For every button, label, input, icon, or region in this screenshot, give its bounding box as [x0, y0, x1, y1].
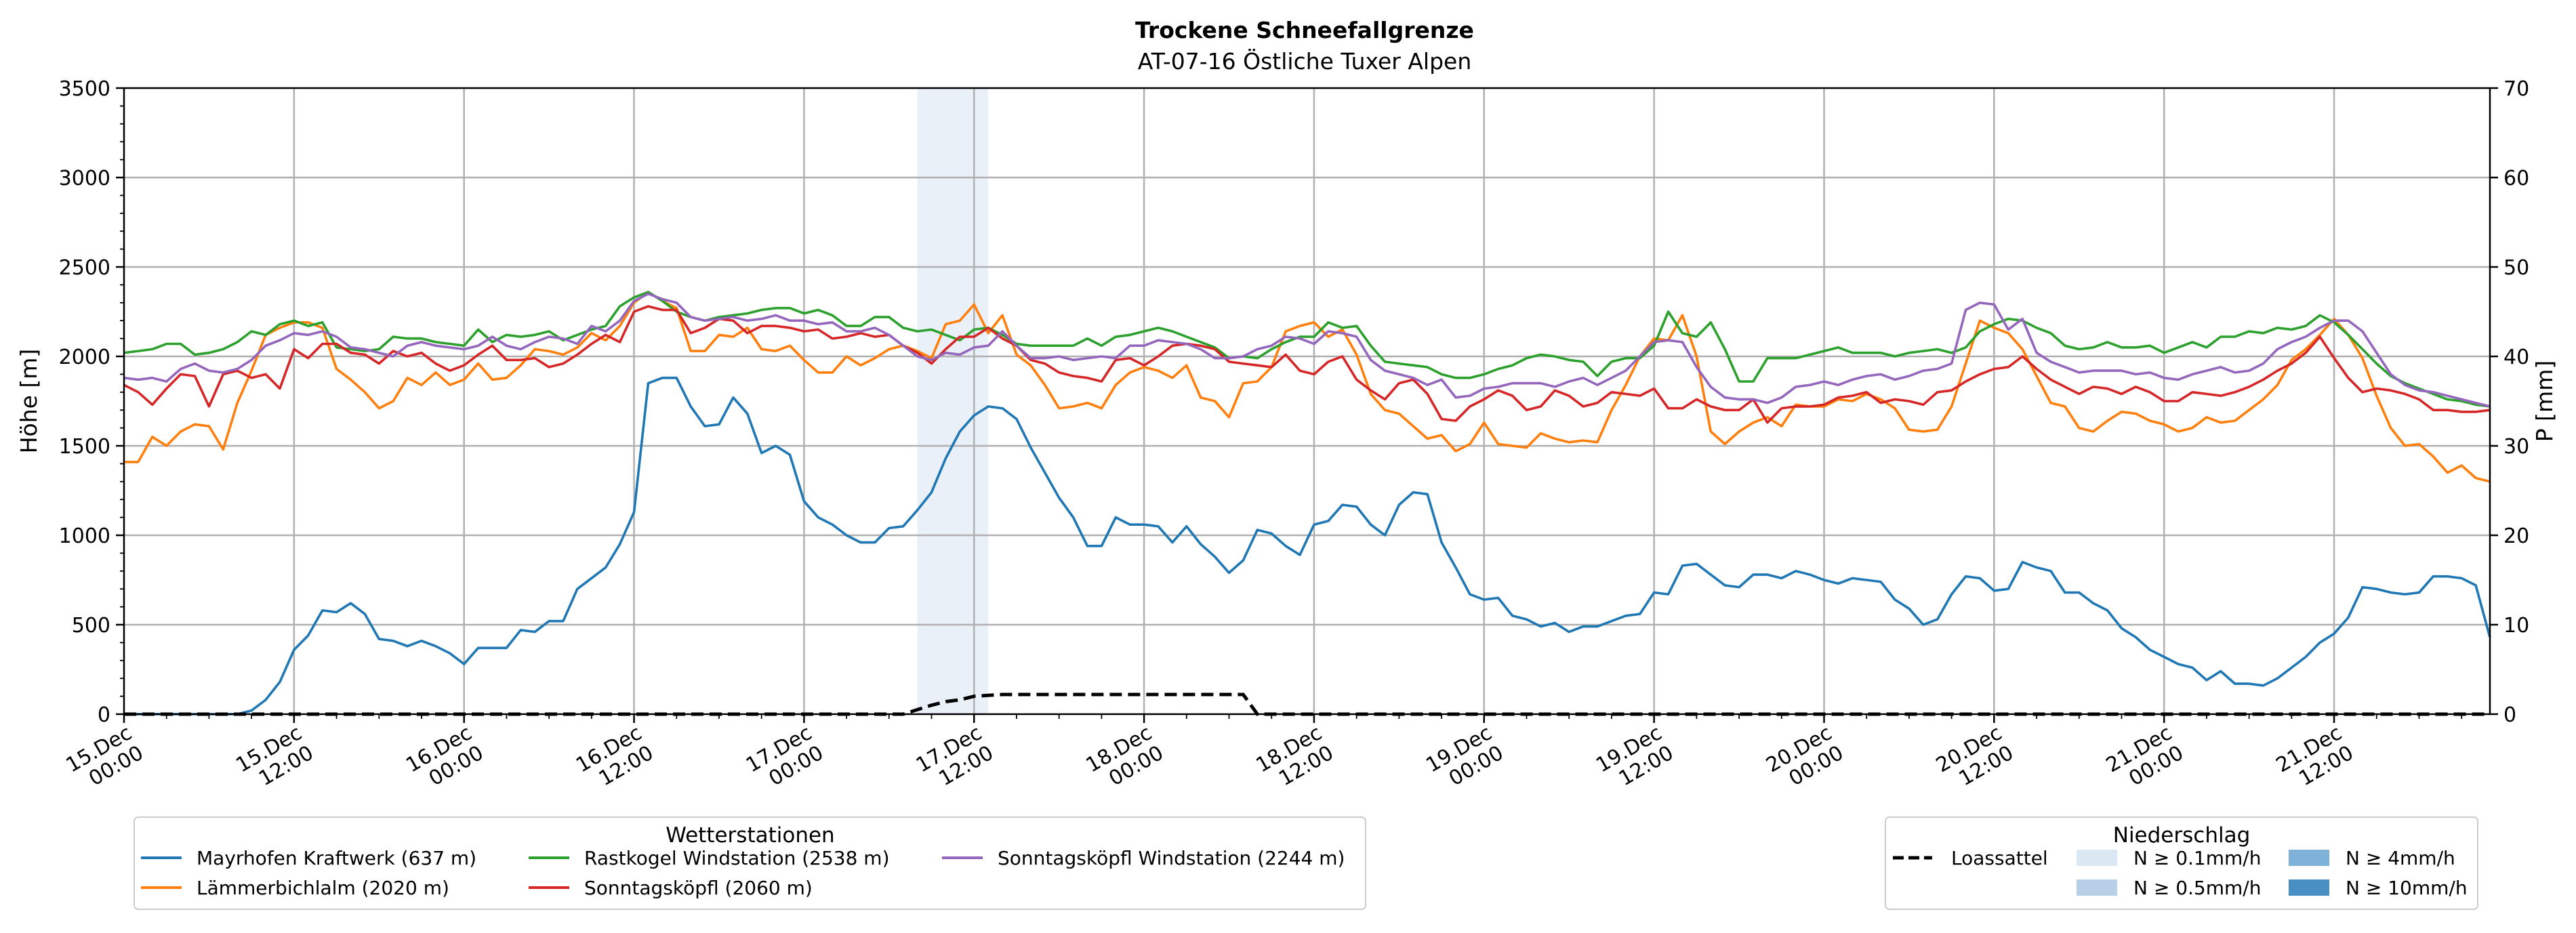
series-line-2	[123, 291, 2491, 408]
y-tick-label: 1000	[59, 524, 110, 548]
y-right-tick-label: 40	[2503, 346, 2529, 369]
chart-title: Trockene Schneefallgrenze	[1135, 17, 1474, 43]
y-right-tick-label: 20	[2503, 524, 2529, 548]
series-layer	[123, 291, 2491, 716]
loassattel-line	[124, 692, 2490, 716]
legend-label: Mayrhofen Kraftwerk (637 m)	[197, 847, 476, 869]
y-tick-label: 500	[72, 614, 110, 638]
legend-swatch-patch	[2077, 850, 2117, 866]
y-right-tick-label: 0	[2503, 703, 2516, 727]
legend-stations-items: Mayrhofen Kraftwerk (637 m) Lämmerbichlal…	[141, 847, 1345, 899]
legend-stations-title: Wetterstationen	[666, 823, 834, 848]
y-tick-label: 3500	[59, 77, 110, 101]
legend-stations-frame	[134, 816, 1366, 910]
legend-label: Loassattel	[1951, 847, 2048, 869]
legend-label: N ≥ 0.5mm/h	[2133, 877, 2261, 899]
plot-frame	[123, 87, 2491, 716]
legend-swatch-patch	[2289, 879, 2329, 896]
legend-label: Sonntagsköpfl (2060 m)	[584, 877, 813, 899]
y-tick-label: 1500	[59, 435, 110, 459]
y-axis-label-left: Höhe [m]	[16, 349, 42, 454]
y-right-tick-label: 30	[2503, 435, 2529, 459]
legend-precip: Niederschlag Loassattel N ≥ 0.1mm/h N ≥ 4m…	[1885, 816, 2478, 910]
legend-label: N ≥ 0.1mm/h	[2133, 847, 2261, 869]
legend-label: N ≥ 4mm/h	[2346, 847, 2455, 869]
legend-label: Sonntagsköpfl Windstation (2244 m)	[998, 847, 1345, 869]
chart-subtitle: AT-07-16 Östliche Tuxer Alpen	[1138, 47, 1472, 75]
legend-precip-title: Niederschlag	[2113, 823, 2251, 848]
precip-band	[917, 88, 989, 714]
legend-stations: Wetterstationen Mayrhofen Kraftwerk (637…	[134, 816, 1366, 910]
y-axis-label-right: P [mm]	[2531, 360, 2558, 442]
y-axis-right: 0 10 20 30 40 50 60 70	[2490, 77, 2529, 727]
y-axis-left: 0 500 1000 1500 2000 2500 3000 3500	[59, 77, 124, 727]
series-line-4	[123, 292, 2491, 408]
legend-label: Rastkogel Windstation (2538 m)	[584, 847, 890, 869]
y-right-tick-label: 50	[2503, 256, 2529, 280]
legend-precip-frame	[1885, 816, 2478, 910]
y-tick-label: 2500	[59, 256, 110, 280]
y-right-tick-label: 10	[2503, 614, 2529, 638]
series-line-0	[124, 376, 2491, 716]
precip-band-layer	[917, 88, 989, 714]
series-line-3	[123, 305, 2491, 424]
legend-swatch-patch	[2289, 850, 2329, 866]
y-tick-label: 2000	[59, 346, 110, 369]
series-line-1	[124, 291, 2491, 483]
y-tick-label: 0	[98, 703, 110, 727]
legend-precip-items: Loassattel N ≥ 0.1mm/h N ≥ 4mm/h N ≥ 0.5mm/…	[1893, 847, 2468, 899]
legend-label: N ≥ 10mm/h	[2346, 877, 2468, 899]
y-tick-label: 3000	[59, 167, 110, 190]
legend-label: Lämmerbichlalm (2020 m)	[197, 877, 449, 899]
y-right-tick-label: 60	[2503, 167, 2529, 190]
y-right-tick-label: 70	[2503, 77, 2529, 101]
legend-swatch-patch	[2077, 879, 2117, 896]
